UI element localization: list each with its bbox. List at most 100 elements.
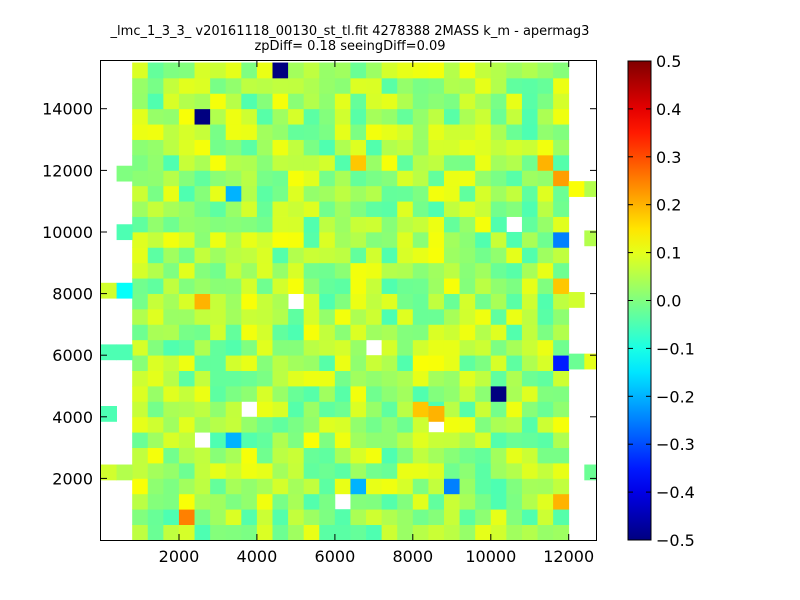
heatmap-cell — [225, 124, 242, 140]
heatmap-cell — [132, 170, 149, 187]
heatmap-cell — [506, 447, 523, 464]
heatmap-cell — [256, 231, 273, 248]
heatmap-cell — [334, 308, 351, 325]
heatmap-cell — [210, 247, 227, 264]
heatmap-cell — [225, 139, 242, 156]
x-tick-label: 2000 — [159, 547, 200, 566]
heatmap-cell — [256, 339, 273, 356]
heatmap-cell — [194, 124, 211, 140]
heatmap-cell — [163, 493, 180, 510]
heatmap-cell — [116, 165, 133, 182]
heatmap-cell — [303, 262, 320, 279]
heatmap-cell — [334, 355, 351, 371]
heatmap-cell — [194, 62, 211, 79]
heatmap-cell — [412, 124, 429, 140]
heatmap-cell — [443, 432, 460, 448]
heatmap-cell — [443, 62, 460, 79]
heatmap-cell — [490, 124, 507, 140]
heatmap-cell — [412, 293, 429, 310]
heatmap-cell — [553, 416, 570, 433]
heatmap-cell — [288, 170, 305, 187]
heatmap-cell — [288, 478, 305, 495]
heatmap-cell — [475, 278, 492, 294]
heatmap-cell — [366, 278, 383, 294]
heatmap-cell — [459, 385, 476, 402]
heatmap-cell — [194, 509, 211, 525]
heatmap-cell — [412, 231, 429, 248]
heatmap-cell — [459, 401, 476, 418]
heatmap-cell — [241, 139, 258, 156]
heatmap-cell — [319, 308, 336, 325]
heatmap-cell — [475, 339, 492, 356]
heatmap-cell — [350, 247, 367, 264]
heatmap-cell — [334, 416, 351, 433]
heatmap-cell — [132, 247, 149, 264]
heatmap-cell — [272, 355, 289, 371]
heatmap-cell — [412, 278, 429, 294]
heatmap-cell — [288, 462, 305, 479]
heatmap-cell — [319, 154, 336, 171]
heatmap-cell — [428, 139, 445, 156]
heatmap-cell — [443, 77, 460, 94]
heatmap-cell — [132, 370, 149, 387]
heatmap-cell — [132, 201, 149, 217]
heatmap-cell — [428, 216, 445, 233]
heatmap-cell — [225, 416, 242, 433]
heatmap-cell — [210, 416, 227, 433]
heatmap-cell — [366, 355, 383, 371]
heatmap-cell — [553, 278, 570, 294]
heatmap-cell — [397, 447, 414, 464]
heatmap-cell — [381, 509, 398, 525]
heatmap-cell — [459, 62, 476, 79]
heatmap-cell — [178, 509, 195, 525]
heatmap-cell — [475, 509, 492, 525]
heatmap-cell — [163, 432, 180, 448]
heatmap-cell — [490, 432, 507, 448]
heatmap-cell — [163, 108, 180, 125]
heatmap-cell — [241, 432, 258, 448]
heatmap-cell — [178, 293, 195, 310]
heatmap-cell — [303, 524, 320, 541]
heatmap-cell — [194, 308, 211, 325]
heatmap-cell — [163, 401, 180, 418]
heatmap-cell — [537, 262, 554, 279]
heatmap-cell — [553, 385, 570, 402]
heatmap-cell — [443, 154, 460, 171]
x-tick-label: 8000 — [392, 547, 433, 566]
heatmap-cell — [303, 493, 320, 510]
heatmap-cell — [428, 247, 445, 264]
heatmap-cell — [303, 62, 320, 79]
heatmap-cell — [350, 293, 367, 310]
heatmap-cell — [397, 462, 414, 479]
heatmap-cell — [194, 370, 211, 387]
heatmap-cell — [412, 370, 429, 387]
heatmap-cell — [288, 308, 305, 325]
heatmap-cell — [490, 231, 507, 248]
heatmap-cell — [443, 385, 460, 402]
heatmap-cell — [428, 406, 445, 422]
heatmap-cell — [334, 293, 351, 310]
heatmap-cell — [319, 77, 336, 94]
heatmap-cell — [366, 509, 383, 525]
x-tick-label: 12000 — [543, 547, 594, 566]
heatmap-cell — [288, 93, 305, 110]
heatmap-cell — [459, 139, 476, 156]
heatmap-cell — [350, 231, 367, 248]
heatmap-cell — [521, 493, 538, 510]
heatmap-cell — [397, 293, 414, 310]
heatmap-cell — [147, 278, 164, 294]
heatmap-cell — [397, 216, 414, 233]
heatmap-cell — [475, 493, 492, 510]
heatmap-cell — [210, 139, 227, 156]
heatmap-cell — [350, 339, 367, 356]
heatmap-cell — [319, 293, 336, 310]
heatmap-cell — [443, 278, 460, 294]
heatmap-cell — [521, 509, 538, 525]
heatmap-cell — [272, 185, 289, 202]
heatmap-cell — [381, 247, 398, 264]
heatmap-cell — [428, 432, 445, 448]
heatmap-cell — [194, 262, 211, 279]
heatmap-cell — [475, 231, 492, 248]
colorbar-tick-label: −0.1 — [656, 339, 695, 358]
heatmap-cell — [397, 416, 414, 433]
